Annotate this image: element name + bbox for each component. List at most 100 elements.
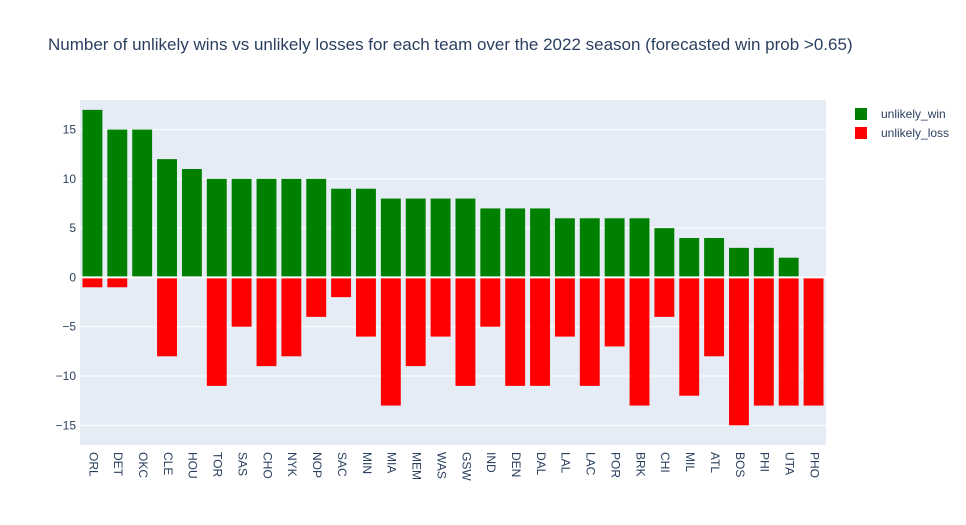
x-axis-ticks: ORL DET OKC CLE HOU TOR SAS CHO NYK NOP SAC MIN MIA M… bbox=[86, 452, 821, 481]
unlikely_loss-bar[interactable] bbox=[281, 277, 302, 357]
unlikely_win-bar[interactable] bbox=[206, 178, 227, 278]
x-tick-label: MIA bbox=[385, 452, 399, 473]
unlikely_win-bar[interactable] bbox=[530, 208, 550, 278]
unlikely_win-bar[interactable] bbox=[480, 208, 501, 278]
unlikely_win-bar[interactable] bbox=[753, 247, 774, 278]
unlikely_loss-bar[interactable] bbox=[604, 277, 625, 347]
unlikely_loss-bar[interactable] bbox=[729, 277, 749, 426]
x-tick-label: GSW bbox=[459, 452, 473, 481]
unlikely_win-bar[interactable] bbox=[729, 247, 749, 278]
x-tick-label: CHI bbox=[658, 452, 672, 473]
x-tick-label: NOP bbox=[310, 452, 324, 478]
unlikely_win-bar[interactable] bbox=[405, 198, 426, 278]
x-tick-label: DAL bbox=[534, 452, 548, 476]
x-tick-label: TOR bbox=[211, 452, 225, 477]
unlikely_loss-bar[interactable] bbox=[82, 277, 103, 288]
legend: unlikely_win unlikely_loss bbox=[855, 107, 949, 140]
unlikely_loss-bar[interactable] bbox=[380, 277, 401, 406]
x-tick-label: BRK bbox=[633, 452, 647, 477]
unlikely_win-bar[interactable] bbox=[505, 208, 526, 278]
unlikely_loss-bar[interactable] bbox=[405, 277, 426, 367]
unlikely_win-bar[interactable] bbox=[157, 159, 177, 278]
x-tick-label: MIN bbox=[360, 452, 374, 474]
unlikely_win-bar[interactable] bbox=[306, 178, 327, 278]
x-tick-label: CLE bbox=[161, 452, 175, 475]
unlikely_loss-bar[interactable] bbox=[654, 277, 675, 317]
unlikely_loss-bar[interactable] bbox=[629, 277, 650, 406]
unlikely_win-bar[interactable] bbox=[107, 129, 128, 278]
x-tick-label: DEN bbox=[509, 452, 523, 477]
x-tick-label: SAC bbox=[335, 452, 349, 477]
x-tick-label: MIL bbox=[683, 452, 697, 472]
unlikely_win-bar[interactable] bbox=[604, 218, 625, 278]
x-tick-label: UTA bbox=[783, 452, 797, 475]
unlikely_win-bar[interactable] bbox=[430, 198, 451, 278]
plot-background bbox=[80, 100, 826, 445]
x-tick-label: ORL bbox=[86, 452, 100, 477]
x-tick-label: DET bbox=[111, 452, 125, 477]
unlikely_loss-bar[interactable] bbox=[505, 277, 526, 386]
unlikely_win-bar[interactable] bbox=[356, 188, 376, 278]
unlikely_loss-bar[interactable] bbox=[231, 277, 252, 327]
unlikely_win-legend-swatch[interactable] bbox=[855, 108, 867, 120]
unlikely_win-bar[interactable] bbox=[704, 238, 725, 278]
unlikely_loss-bar[interactable] bbox=[206, 277, 227, 386]
unlikely_win-bar[interactable] bbox=[679, 238, 700, 278]
y-tick-label: −15 bbox=[56, 418, 77, 432]
unlikely_loss-bar[interactable] bbox=[778, 277, 799, 406]
bars bbox=[82, 109, 824, 426]
unlikely_loss-bar[interactable] bbox=[679, 277, 700, 396]
unlikely_win-bar[interactable] bbox=[82, 109, 103, 278]
x-tick-label: LAC bbox=[584, 452, 598, 476]
unlikely_win-bar[interactable] bbox=[554, 218, 575, 278]
unlikely_win-bar[interactable] bbox=[231, 178, 252, 278]
x-tick-label: SAS bbox=[235, 452, 249, 476]
x-tick-label: HOU bbox=[186, 452, 200, 479]
unlikely_win-bar[interactable] bbox=[181, 169, 202, 278]
y-tick-label: −10 bbox=[56, 369, 77, 383]
unlikely_win-legend-label[interactable]: unlikely_win bbox=[881, 107, 946, 121]
y-tick-label: 10 bbox=[63, 172, 77, 186]
unlikely_win-bar[interactable] bbox=[331, 188, 352, 278]
x-tick-label: IND bbox=[484, 452, 498, 473]
unlikely_win-bar[interactable] bbox=[654, 228, 675, 278]
unlikely_loss-bar[interactable] bbox=[579, 277, 600, 386]
unlikely_loss-bar[interactable] bbox=[753, 277, 774, 406]
y-tick-label: 0 bbox=[69, 270, 76, 284]
unlikely_loss-bar[interactable] bbox=[157, 277, 177, 357]
chart-title: Number of unlikely wins vs unlikely loss… bbox=[48, 35, 853, 54]
unlikely_loss-bar[interactable] bbox=[256, 277, 277, 367]
unlikely_loss-bar[interactable] bbox=[455, 277, 476, 386]
unlikely_win-bar[interactable] bbox=[380, 198, 401, 278]
unlikely_loss-bar[interactable] bbox=[704, 277, 725, 357]
x-tick-label: NYK bbox=[285, 452, 299, 477]
x-tick-label: POR bbox=[608, 452, 622, 478]
unlikely_loss-bar[interactable] bbox=[480, 277, 501, 327]
x-tick-label: CHO bbox=[260, 452, 274, 479]
unlikely_loss-bar[interactable] bbox=[554, 277, 575, 337]
x-tick-label: OKC bbox=[136, 452, 150, 478]
grid-lines bbox=[80, 129, 826, 426]
unlikely_win-bar[interactable] bbox=[132, 129, 153, 278]
unlikely_loss-bar[interactable] bbox=[331, 277, 352, 298]
y-tick-label: −5 bbox=[62, 320, 76, 334]
unlikely_loss-bar[interactable] bbox=[107, 277, 128, 288]
unlikely_win-bar[interactable] bbox=[281, 178, 302, 278]
unlikely_loss-bar[interactable] bbox=[430, 277, 451, 337]
unlikely_win-bar[interactable] bbox=[629, 218, 650, 278]
unlikely_win-bar[interactable] bbox=[579, 218, 600, 278]
unlikely_loss-bar[interactable] bbox=[306, 277, 327, 317]
unlikely_loss-legend-swatch[interactable] bbox=[855, 127, 867, 139]
x-tick-label: PHO bbox=[807, 452, 821, 478]
unlikely_win-bar[interactable] bbox=[455, 198, 476, 278]
y-axis-ticks: −15 −10 −5 0 5 10 15 bbox=[56, 123, 77, 433]
unlikely_loss-bar[interactable] bbox=[530, 277, 550, 386]
unlikely_win-bar[interactable] bbox=[778, 257, 799, 278]
unlikely_loss-bar[interactable] bbox=[356, 277, 376, 337]
x-tick-label: LAL bbox=[559, 452, 573, 474]
x-tick-label: MEM bbox=[410, 452, 424, 480]
unlikely_loss-bar[interactable] bbox=[803, 277, 824, 406]
unlikely_loss-legend-label[interactable]: unlikely_loss bbox=[881, 126, 949, 140]
unlikely_win-bar[interactable] bbox=[256, 178, 277, 278]
